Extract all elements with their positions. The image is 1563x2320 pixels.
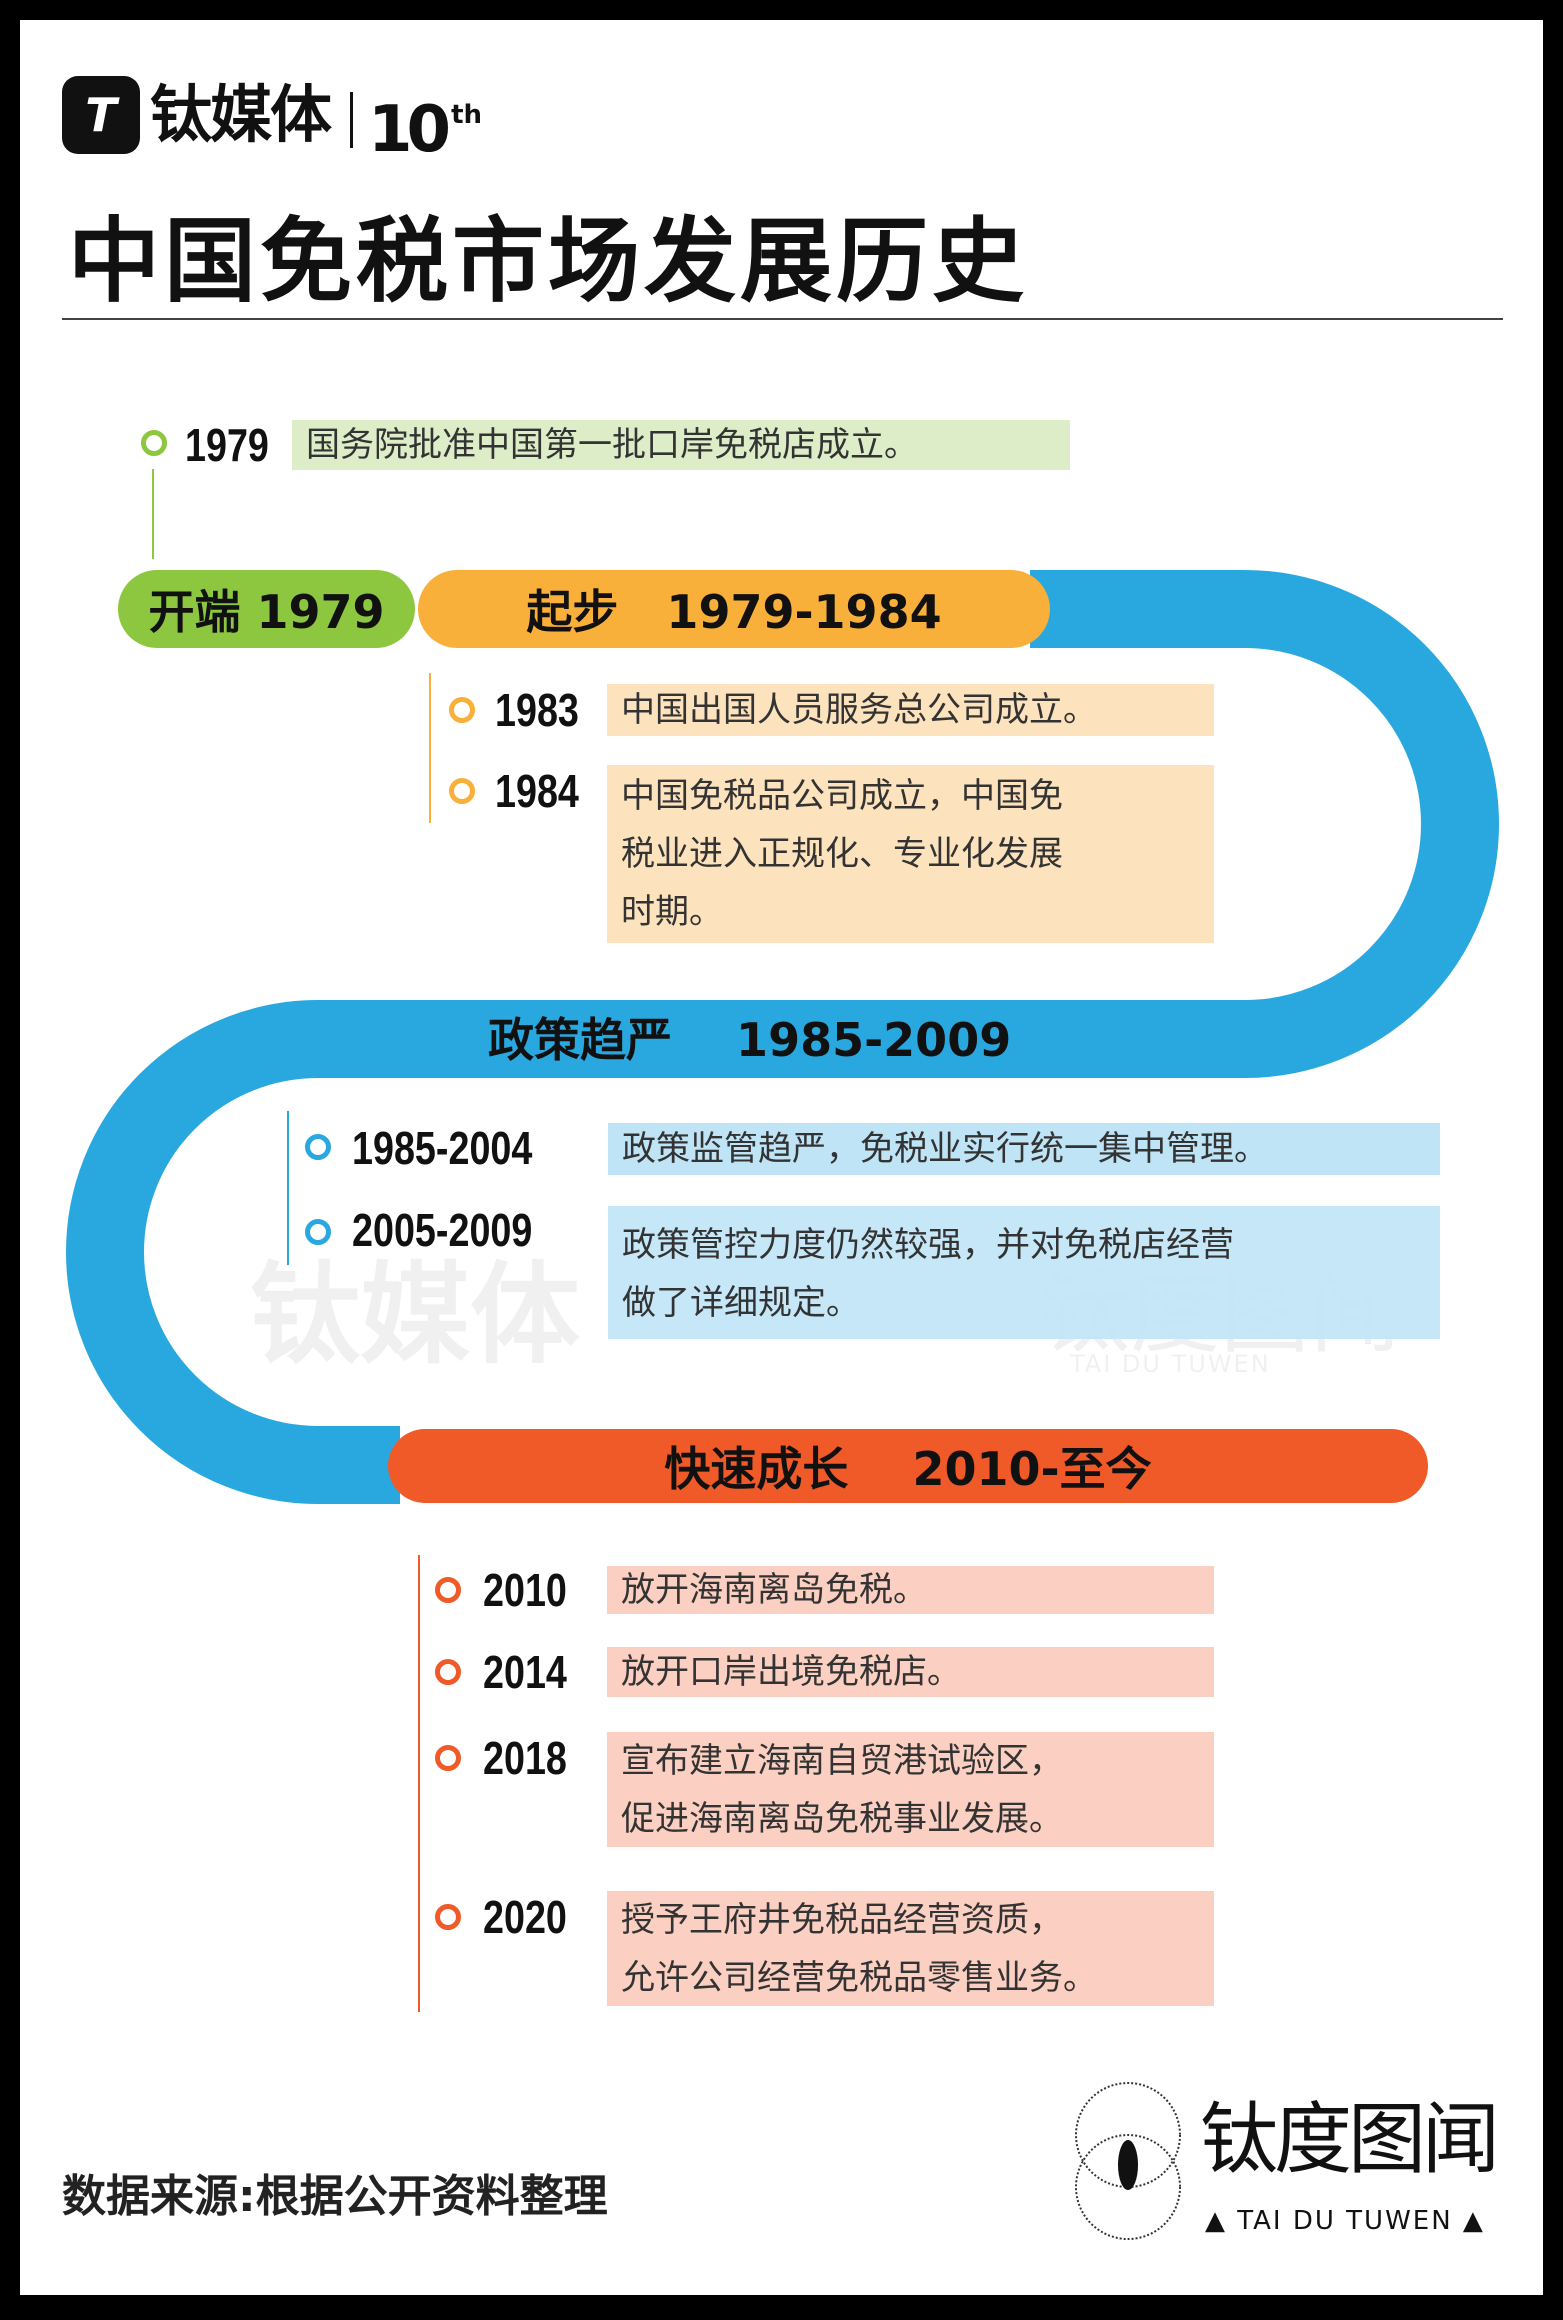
phase-pill-growth: 快速成长 2010-至今	[388, 1429, 1428, 1503]
event-text: 授予王府井免税品经营资质， 允许公司经营免税品零售业务。	[607, 1891, 1214, 2006]
event-text: 中国免税品公司成立，中国免 税业进入正规化、专业化发展 时期。	[607, 765, 1214, 943]
phase-line	[429, 673, 431, 823]
text-line: 政策管控力度仍然较强，并对免税店经营	[622, 1225, 1234, 1265]
phase-line	[418, 1555, 420, 2012]
phase-label-policy: 政策趋严 1985-2009	[488, 1013, 1012, 1067]
event-text: 国务院批准中国第一批口岸免税店成立。	[292, 420, 1070, 470]
anniversary-suffix: th	[451, 100, 483, 130]
watermark: 钛媒体	[250, 1251, 580, 1379]
timeline-dot	[435, 1659, 461, 1685]
text-line: 促进海南离岛免税事业发展。	[621, 1799, 1063, 1839]
timeline-dot	[305, 1134, 331, 1160]
text-line: 允许公司经营免税品零售业务。	[621, 1958, 1097, 1998]
anniversary-number: 10	[368, 93, 451, 167]
page-title: 中国免税市场发展历史	[68, 208, 1029, 315]
tmtpost-logo-icon: T	[62, 76, 140, 154]
event-text: 放开海南离岛免税。	[607, 1566, 1214, 1614]
timeline-dot	[435, 1904, 461, 1930]
event-year: 2020	[483, 1891, 567, 1943]
event-year: 2010	[483, 1564, 567, 1616]
timeline-dot	[141, 430, 167, 456]
footer-brand-en: ▲ TAI DU TUWEN ▲	[1205, 2206, 1485, 2236]
connector-line	[152, 469, 154, 559]
event-year: 1984	[495, 765, 579, 817]
policy-band-curve	[66, 570, 1499, 1504]
text-line: 做了详细规定。	[622, 1283, 860, 1323]
text-line: 时期。	[621, 892, 723, 932]
timeline-dot	[305, 1219, 331, 1245]
phase-pill-start: 开端 1979	[118, 570, 415, 648]
taidu-eye-logo-icon	[1075, 2082, 1181, 2240]
logo-divider	[350, 92, 353, 148]
event-year: 2018	[483, 1732, 567, 1784]
event-text: 政策管控力度仍然较强，并对免税店经营 做了详细规定。	[608, 1206, 1440, 1339]
timeline-dot	[435, 1577, 461, 1603]
event-text: 宣布建立海南自贸港试验区， 促进海南离岛免税事业发展。	[607, 1732, 1214, 1847]
data-source: 数据来源:根据公开资料整理	[62, 2171, 608, 2222]
text-line: 授予王府井免税品经营资质，	[621, 1900, 1063, 1940]
logo-name: 钛媒体	[150, 78, 332, 151]
event-year: 2005-2009	[352, 1204, 533, 1256]
timeline-dot	[449, 697, 475, 723]
timeline-dot	[435, 1745, 461, 1771]
watermark-brand-en: TAI DU TUWEN	[1070, 1350, 1271, 1378]
footer-brand-cn: 钛度图闻	[1200, 2095, 1500, 2185]
text-line: 中国免税品公司成立，中国免	[621, 776, 1063, 816]
event-text: 中国出国人员服务总公司成立。	[607, 684, 1214, 736]
logo-mark: T	[85, 88, 117, 142]
timeline-dot	[449, 778, 475, 804]
text-line: 宣布建立海南自贸港试验区，	[621, 1741, 1063, 1781]
event-year: 1979	[185, 419, 269, 471]
phase-pill-step: 起步 1979-1984	[418, 570, 1050, 648]
text-line: 税业进入正规化、专业化发展	[621, 834, 1063, 874]
event-text: 放开口岸出境免税店。	[607, 1647, 1214, 1697]
event-year: 1983	[495, 684, 579, 736]
event-year: 2014	[483, 1646, 567, 1698]
event-year: 1985-2004	[352, 1122, 533, 1174]
event-text: 政策监管趋严，免税业实行统一集中管理。	[608, 1123, 1440, 1175]
phase-line	[287, 1111, 289, 1265]
title-divider	[62, 318, 1503, 320]
